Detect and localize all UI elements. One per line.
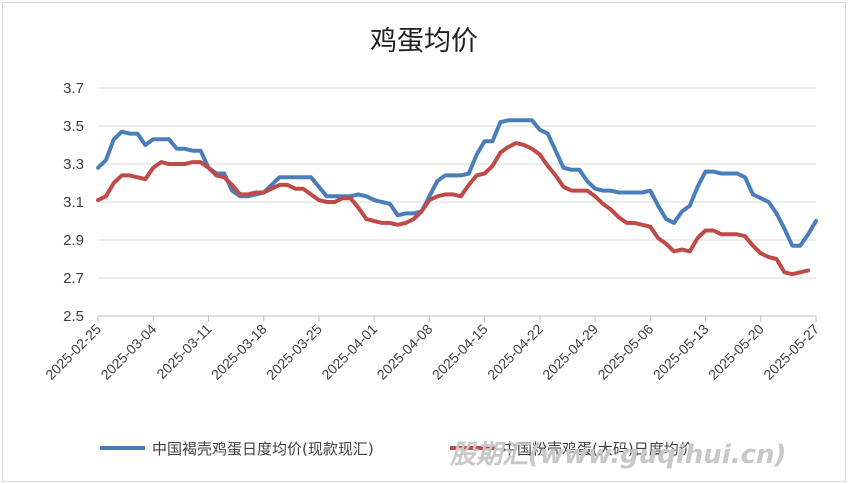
x-tick-label: 2025-04-22 bbox=[484, 321, 546, 383]
y-tick-label: 2.7 bbox=[63, 270, 84, 287]
x-tick-label: 2025-05-13 bbox=[650, 321, 712, 383]
x-tick-label: 2025-03-18 bbox=[208, 321, 270, 383]
chart-title: 鸡蛋均价 bbox=[370, 26, 478, 57]
y-axis-ticks: 2.5 2.7 2.9 3.1 3.3 3.5 3.7 bbox=[63, 80, 84, 325]
x-tick-label: 2025-03-25 bbox=[263, 321, 325, 383]
x-tick-label: 2025-05-20 bbox=[705, 321, 767, 383]
y-tick-label: 3.7 bbox=[63, 80, 84, 97]
x-tick-label: 2025-02-25 bbox=[42, 321, 104, 383]
legend-label-1: 中国褐壳鸡蛋日度均价(现款现汇) bbox=[152, 440, 374, 458]
x-tick-label: 2025-04-15 bbox=[429, 321, 491, 383]
legend: 中国褐壳鸡蛋日度均价(现款现汇) 中国粉壳鸡蛋(大码)日度均价 bbox=[100, 440, 694, 458]
x-axis: 2025-02-252025-03-042025-03-112025-03-18… bbox=[42, 315, 822, 383]
grid-lines bbox=[98, 87, 816, 279]
x-tick-label: 2025-05-27 bbox=[760, 321, 822, 383]
y-tick-label: 3.1 bbox=[63, 194, 84, 211]
x-tick-label: 2025-03-11 bbox=[153, 321, 214, 382]
x-tick-label: 2025-05-06 bbox=[594, 321, 656, 383]
series-line-1 bbox=[96, 118, 818, 248]
y-tick-label: 3.3 bbox=[63, 156, 84, 173]
y-tick-label: 3.5 bbox=[63, 118, 84, 135]
series-lines bbox=[96, 118, 818, 277]
y-tick-label: 2.9 bbox=[63, 232, 84, 249]
x-tick-label: 2025-04-29 bbox=[539, 321, 601, 383]
watermark-text: 股期汇(www.guqihui.cn) bbox=[449, 440, 786, 470]
y-tick-label: 2.5 bbox=[63, 308, 84, 325]
x-tick-label: 2025-04-01 bbox=[318, 321, 380, 383]
legend-label-2: 中国粉壳鸡蛋(大码)日度均价 bbox=[502, 440, 694, 458]
x-tick-label: 2025-04-08 bbox=[374, 321, 436, 383]
x-tick-label: 2025-03-04 bbox=[97, 321, 159, 383]
series-line-2 bbox=[96, 141, 811, 277]
